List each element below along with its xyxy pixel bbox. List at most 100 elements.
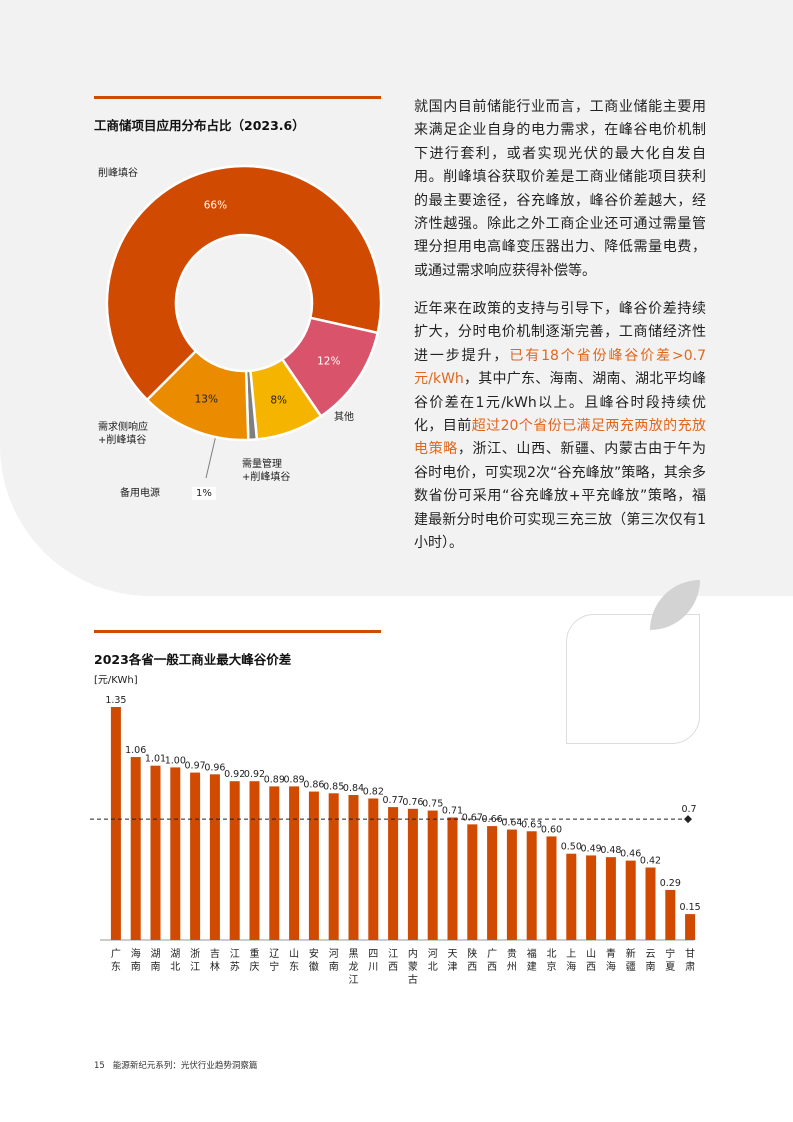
bar-value-label-4: 0.97 <box>185 761 206 772</box>
bar-value-label-16: 0.75 <box>422 799 443 810</box>
bar-chart-unit: [元/KWh] <box>94 675 138 686</box>
bar-value-label-28: 0.29 <box>660 878 681 889</box>
bar-value-label-6: 0.92 <box>224 769 245 780</box>
bar-8 <box>269 786 280 940</box>
category-label-20: 贵州 <box>507 947 517 973</box>
donut-slice-4 <box>145 349 250 442</box>
bar-value-label-10: 0.86 <box>303 780 324 791</box>
bar-26 <box>625 860 636 940</box>
bar-value-label-22: 0.60 <box>541 824 562 835</box>
bar-value-label-9: 0.89 <box>284 774 305 785</box>
category-label-5: 吉林 <box>210 948 220 973</box>
donut-slice-label-1: 12% <box>317 356 340 368</box>
bar-23 <box>566 853 577 940</box>
decorative-frame <box>566 614 700 744</box>
label-peak-shaving: 削峰填谷 <box>98 168 138 179</box>
reference-line-marker <box>684 815 692 824</box>
bar-value-label-29: 0.15 <box>680 902 701 913</box>
bar-25 <box>605 857 616 940</box>
bar-value-label-26: 0.46 <box>620 849 641 860</box>
paragraph-2-highlight-2: 超过20个省份已满足两充两放的充放电策略 <box>414 418 706 458</box>
bar-value-label-7: 0.92 <box>244 769 265 780</box>
label-backup-percent: 1% <box>192 487 216 500</box>
bar-6 <box>229 781 240 940</box>
bar-4 <box>190 772 201 940</box>
donut-slice-0 <box>105 164 383 402</box>
paragraph-2-highlight-1: 已有18个省份峰谷价差>0.7元/kWh <box>414 347 707 388</box>
bar-16 <box>427 810 438 940</box>
donut-title: 工商储项目应用分布占比（2023.6） <box>94 118 305 133</box>
bar-value-label-21: 0.63 <box>521 819 542 830</box>
category-label-17: 天津 <box>448 949 458 973</box>
bar-12 <box>348 795 359 940</box>
category-label-6: 江苏 <box>230 948 240 973</box>
bar-value-label-17: 0.71 <box>442 805 463 816</box>
bar-19 <box>487 826 498 940</box>
category-label-13: 四川 <box>368 949 378 973</box>
bar-value-label-25: 0.48 <box>600 845 621 856</box>
bar-value-label-13: 0.82 <box>363 786 384 797</box>
category-label-19: 广西 <box>487 948 497 973</box>
bar-28 <box>665 889 676 940</box>
page-number: 15 <box>94 1061 105 1071</box>
category-label-3: 湖北 <box>170 948 180 973</box>
bar-17 <box>447 817 458 940</box>
bar-value-label-20: 0.64 <box>501 818 522 829</box>
bar-value-label-15: 0.76 <box>402 797 423 808</box>
category-label-8: 辽宁 <box>269 948 279 973</box>
bar-value-label-12: 0.84 <box>343 783 364 794</box>
bar-7 <box>249 781 260 940</box>
category-label-0: 广东 <box>111 948 121 973</box>
category-label-27: 云南 <box>646 949 656 973</box>
category-label-1: 海南 <box>131 947 141 973</box>
category-label-10: 安徽 <box>309 947 319 973</box>
bar-value-label-1: 1.06 <box>125 745 146 756</box>
bar-value-label-0: 1.35 <box>105 695 126 706</box>
category-label-23: 上海 <box>566 948 576 973</box>
category-label-16: 河北 <box>428 948 438 973</box>
page-footer: 15 能源新纪元系列：光伏行业趋势洞察篇 <box>94 1059 257 1071</box>
donut-slice-label-0: 66% <box>204 200 227 212</box>
section-rule-top <box>94 96 381 99</box>
category-label-26: 新疆 <box>626 947 636 973</box>
bar-chart-title: 2023各省一般工商业最大峰谷价差 <box>94 652 292 667</box>
category-label-14: 江西 <box>388 948 398 973</box>
bar-3 <box>170 767 181 940</box>
bar-14 <box>388 807 399 940</box>
bar-10 <box>308 791 319 940</box>
category-label-9: 山东 <box>289 948 299 973</box>
bar-18 <box>467 824 478 940</box>
bar-22 <box>546 836 557 940</box>
category-label-11: 河南 <box>329 948 339 973</box>
bar-value-label-2: 1.01 <box>145 754 166 765</box>
bar-1 <box>130 757 141 940</box>
category-label-15: 内蒙古 <box>408 947 418 986</box>
label-demand-management-line1: 需量管理 <box>242 459 282 470</box>
bar-21 <box>526 831 537 940</box>
bar-11 <box>328 793 339 940</box>
label-other: 其他 <box>334 412 354 423</box>
bar-9 <box>289 786 300 940</box>
category-label-22: 北京 <box>547 948 557 973</box>
bar-value-label-18: 0.67 <box>462 812 483 823</box>
bar-value-label-11: 0.85 <box>323 781 344 792</box>
category-label-25: 青海 <box>606 947 616 973</box>
category-label-29: 甘肃 <box>685 947 695 973</box>
bar-value-label-27: 0.42 <box>640 856 661 867</box>
label-demand-response: 需求侧响应 +削峰填谷 <box>98 421 148 447</box>
footer-text: 能源新纪元系列：光伏行业趋势洞察篇 <box>112 1061 258 1071</box>
category-label-2: 湖南 <box>151 948 161 973</box>
bar-13 <box>368 798 379 940</box>
paragraph-2: 近年来在政策的支持与引导下，峰谷价差持续扩大，分时电价机制逐渐完善，工商储经济性… <box>414 298 706 555</box>
bar-chart: 1.35 广东 1.06 海南 1.01 湖南 1.00 湖北 0.97 浙江 0.96 吉林 0.92… <box>90 695 701 986</box>
donut-slice-label-4: 13% <box>195 393 218 405</box>
bar-value-label-24: 0.49 <box>581 843 602 854</box>
bar-value-label-3: 1.00 <box>165 755 186 766</box>
label-demand-management: 需量管理 +削峰填谷 <box>242 458 290 484</box>
paragraph-1: 就国内目前储能行业而言，工商业储能主要用来满足企业自身的电力需求，在峰谷电价机制… <box>414 99 706 279</box>
category-label-4: 浙江 <box>190 948 200 973</box>
bar-24 <box>586 855 597 940</box>
bar-29 <box>685 914 696 940</box>
category-label-18: 陕西 <box>467 947 477 973</box>
label-demand-response-line2: +削峰填谷 <box>98 435 147 446</box>
